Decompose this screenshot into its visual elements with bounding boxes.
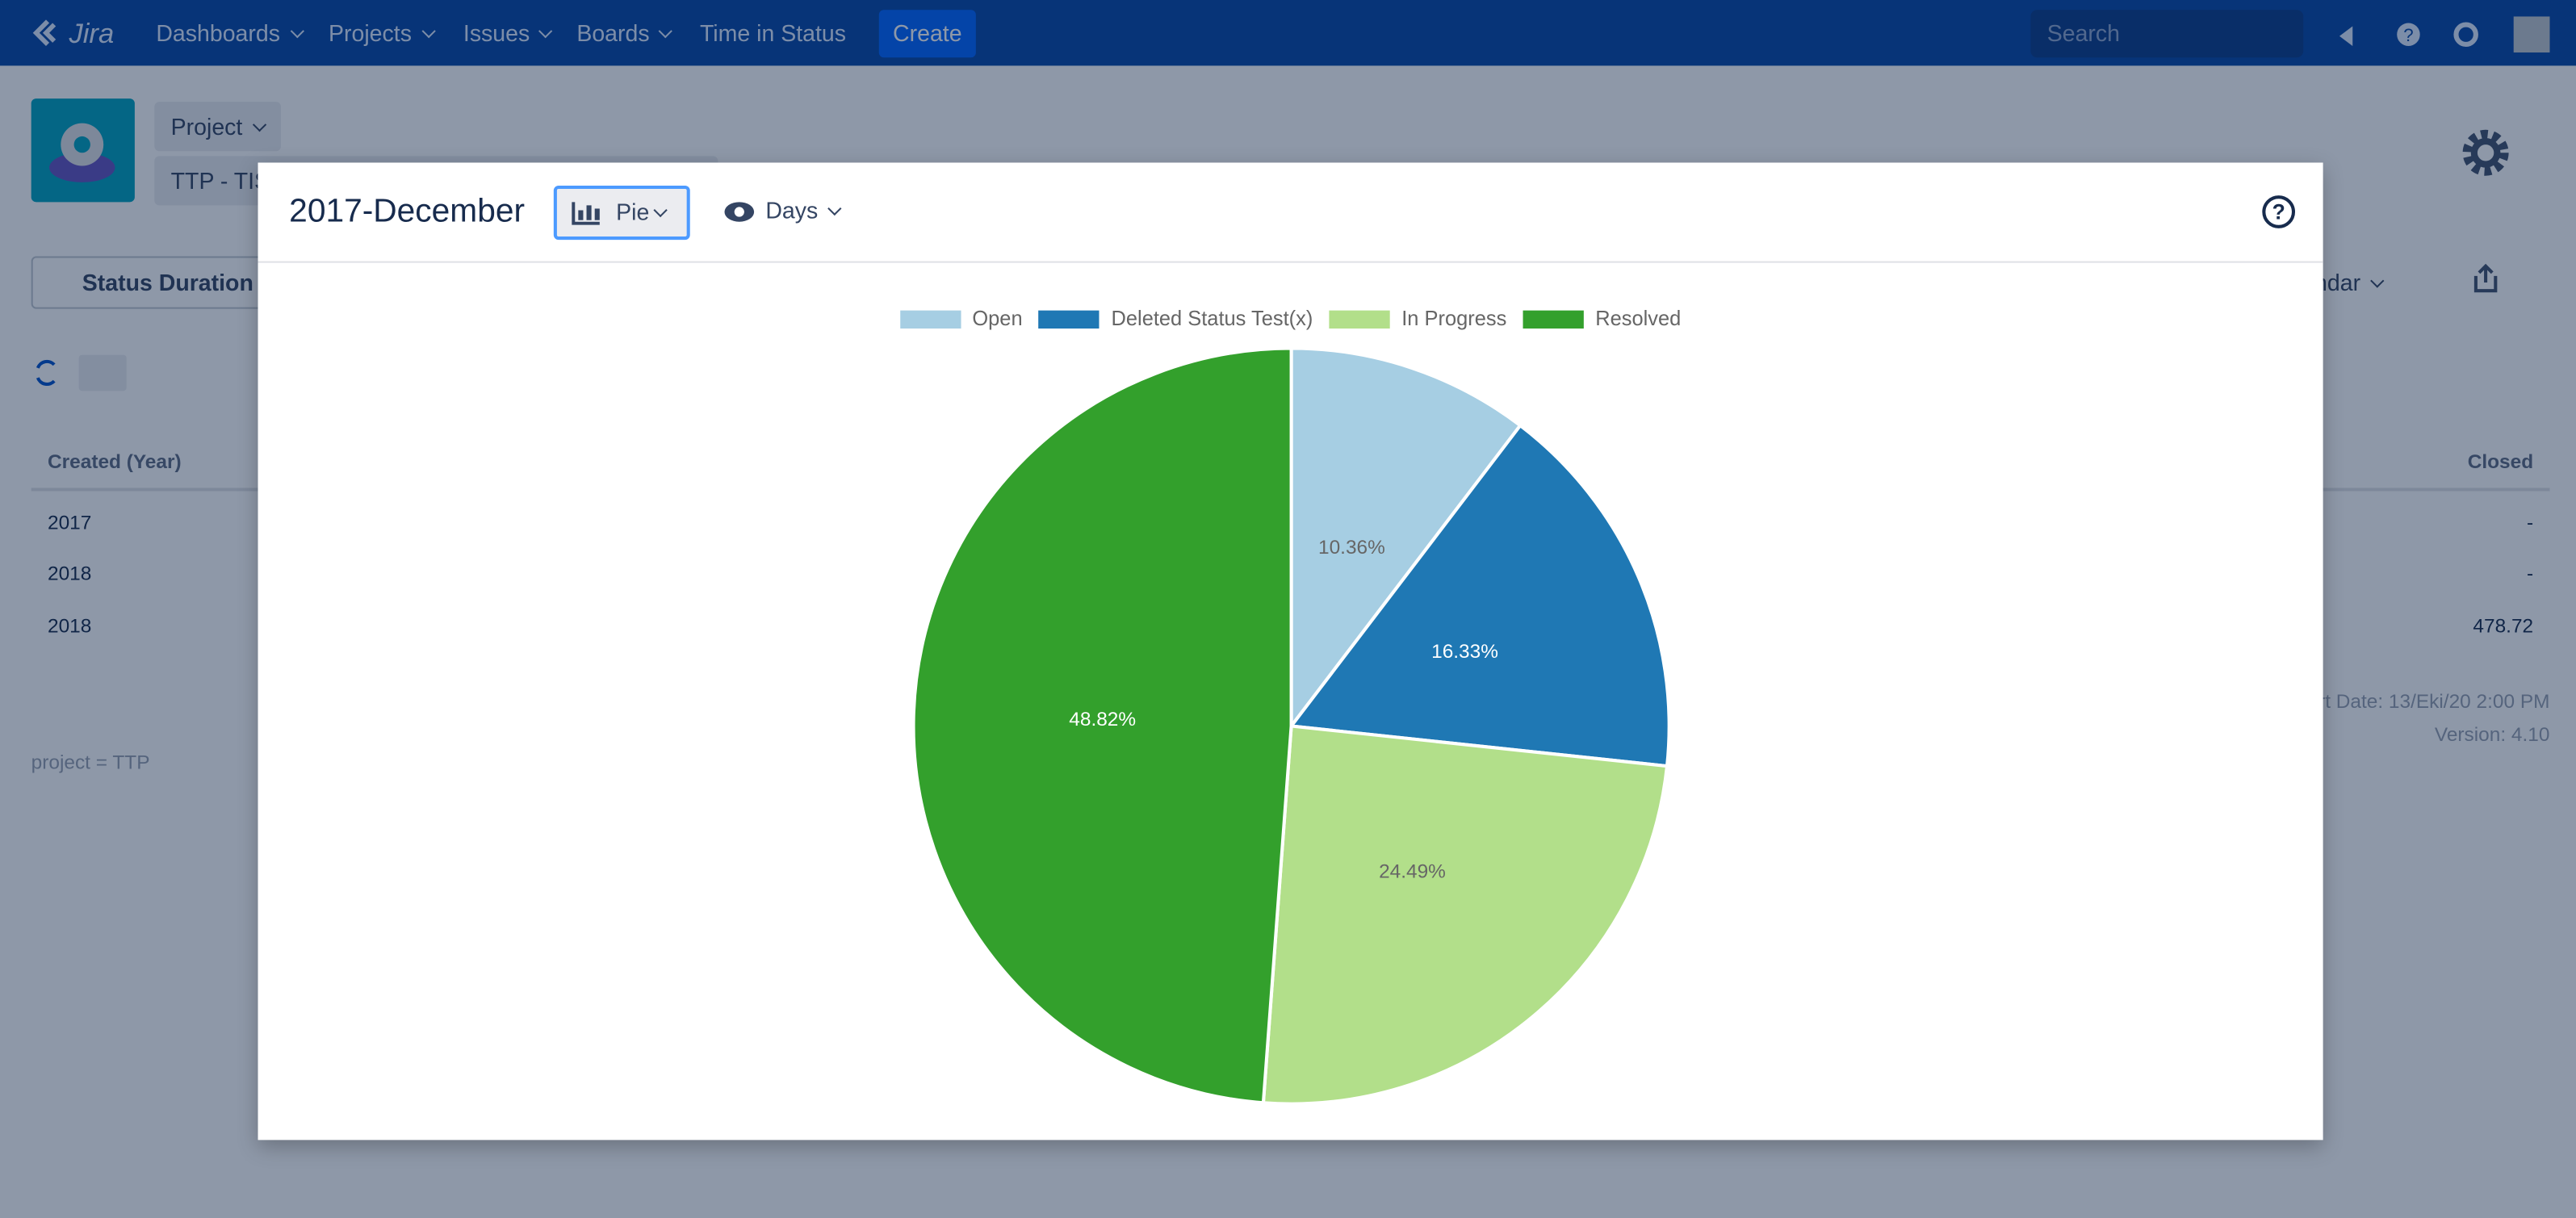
table-header: Closed — [2467, 450, 2534, 474]
nav-item[interactable]: Time in Status — [699, 19, 847, 46]
legend-label: Resolved — [1595, 307, 1682, 331]
pie-slice — [1288, 423, 1671, 768]
slice-label: 24.49% — [1379, 860, 1446, 882]
legend-item[interactable]: Open — [899, 307, 1023, 331]
svg-text:?: ? — [2403, 25, 2413, 45]
export-icon[interactable] — [2471, 263, 2501, 296]
table-cell: 2017 — [48, 510, 92, 534]
chart-modal: 2017-December Pie Days ? Open Deleted Sta… — [258, 162, 2323, 1141]
legend-label: In Progress — [1401, 307, 1507, 331]
svg-text:Jira: Jira — [68, 19, 114, 49]
legend-item[interactable]: In Progress — [1329, 307, 1507, 331]
pie-slice — [1289, 346, 1523, 731]
legend: Open Deleted Status Test(x) In Progress Res… — [258, 308, 2323, 330]
project-avatar — [31, 98, 135, 203]
table-cell: 2018 — [48, 562, 92, 585]
pie-slice — [1261, 724, 1669, 1106]
toolbar-icons — [36, 354, 127, 391]
table-cell: - — [2526, 510, 2534, 534]
project-button[interactable]: Project — [154, 102, 281, 152]
table-header: Created (Year) — [48, 450, 182, 474]
jira-logo: Jira — [32, 19, 114, 49]
legend-swatch — [1523, 309, 1584, 329]
legend-swatch — [899, 309, 961, 329]
slice-label: 10.36% — [1318, 537, 1385, 559]
table-cell: - — [2526, 562, 2534, 585]
modal-title: 2017-December — [289, 194, 526, 230]
legend-item[interactable]: Deleted Status Test(x) — [1038, 307, 1313, 331]
start-date: Start Date: 13/Eki/20 2:00 PM — [2289, 689, 2550, 714]
version: Version: 4.10 — [2434, 722, 2550, 746]
pie-chart: 10.36% 16.33% 24.49% 48.82% — [911, 346, 1671, 1106]
legend-swatch — [1038, 309, 1100, 329]
slice-label: 48.82% — [1069, 709, 1136, 730]
top-nav: Jira Dashboards Projects Issues Boards T… — [0, 0, 2576, 66]
legend-swatch — [1329, 309, 1390, 329]
search-box[interactable]: Search — [2030, 10, 2304, 58]
legend-item[interactable]: Resolved — [1523, 307, 1682, 331]
view-button[interactable]: Days — [723, 197, 842, 224]
jql: project = TTP — [31, 751, 150, 774]
table-cell: 2018 — [48, 614, 92, 638]
nav-item[interactable]: Issues — [463, 19, 554, 46]
slice-label: 16.33% — [1431, 641, 1498, 663]
settings-icon[interactable] — [2458, 125, 2514, 181]
chart-type-button[interactable]: Pie — [553, 185, 690, 241]
legend-label: Open — [972, 307, 1023, 331]
modal-header: 2017-December Pie Days ? — [258, 162, 2323, 263]
pie-slice — [911, 346, 1293, 1105]
create-button[interactable]: Create — [878, 10, 976, 58]
nav-item[interactable]: Projects — [329, 19, 435, 46]
nav-item[interactable]: Dashboards — [156, 19, 304, 46]
help-icon[interactable]: ? — [2260, 194, 2297, 230]
nav-icons: ? — [2339, 16, 2550, 53]
svg-text:?: ? — [2272, 200, 2285, 224]
table-cell: 478.72 — [2473, 614, 2534, 638]
status-duration-button[interactable]: Status Duration — [31, 256, 272, 309]
nav-item[interactable]: Boards — [576, 19, 673, 46]
legend-label: Deleted Status Test(x) — [1111, 307, 1313, 331]
